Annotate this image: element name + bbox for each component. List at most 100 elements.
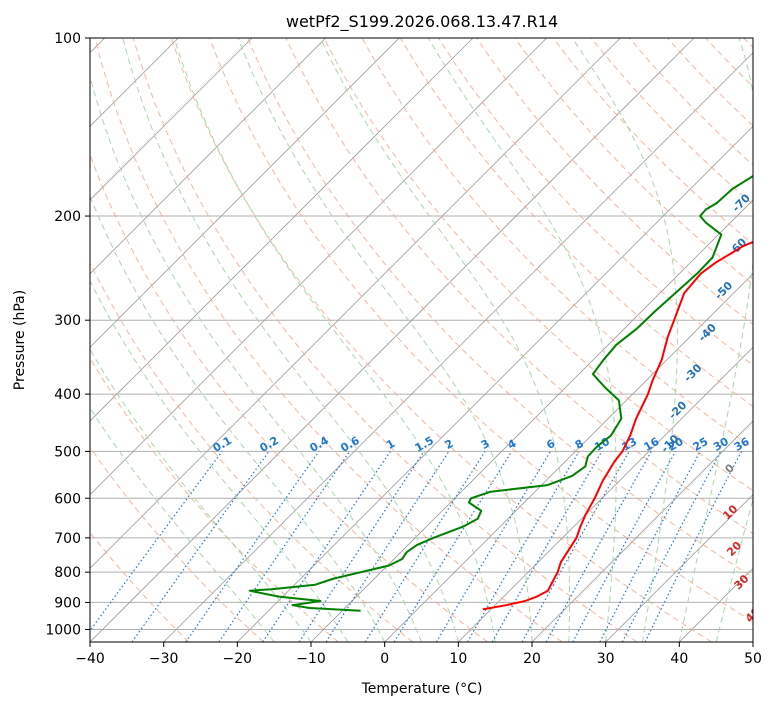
y-tick-label: 900 xyxy=(54,595,81,611)
moist-adiabat-0 xyxy=(90,194,386,642)
x-tick-label: −40 xyxy=(75,651,105,667)
dry-adiabat-30 xyxy=(132,38,638,642)
moist-adiabat-40 xyxy=(678,38,753,642)
dry-adiabat-label: -90 xyxy=(763,106,775,129)
isotherm--20 xyxy=(237,125,753,642)
dry-adiabat-40 xyxy=(170,38,712,642)
y-tick-label: 400 xyxy=(54,387,81,403)
isotherm-0 xyxy=(384,273,753,642)
x-tick-label: −20 xyxy=(223,651,253,667)
dry-adiabat-label: -80 xyxy=(748,148,771,171)
moist-adiabat-label: 10 xyxy=(720,502,740,522)
x-tick-label: −30 xyxy=(149,651,179,667)
mixing-ratio-line-3 xyxy=(364,451,486,642)
dry-adiabat-10 xyxy=(90,153,488,642)
mixing-ratio-line-25 xyxy=(599,451,701,642)
dry-adiabat-label: -30 xyxy=(681,361,704,384)
moist-adiabat--5 xyxy=(90,279,349,642)
y-tick-label: 200 xyxy=(54,209,81,225)
isotherm-50 xyxy=(752,641,753,642)
mixing-ratio-line-20 xyxy=(572,451,677,642)
dry-adiabat-190 xyxy=(743,38,753,49)
moist-adiabat-45 xyxy=(715,497,753,642)
axes: −40 −30 −20 −10 0 10 20 30 40 5010020030040050060… xyxy=(45,31,762,667)
isotherm--90 xyxy=(90,38,326,275)
mixing-ratio-line-30 xyxy=(621,451,722,642)
moist-adiabat-30 xyxy=(427,38,617,642)
mixing-ratio-line-0.1 xyxy=(90,451,223,632)
moist-adiabat--10 xyxy=(90,348,312,642)
dry-adiabat-170 xyxy=(667,38,753,127)
dry-adiabat-label: -50 xyxy=(712,279,735,302)
dry-adiabat-140 xyxy=(552,38,753,245)
moist-adiabat-25 xyxy=(319,38,570,642)
mixing-ratio-line-0.2 xyxy=(131,451,270,642)
x-tick-label: 10 xyxy=(449,651,467,667)
isotherm--80 xyxy=(90,38,400,348)
isotherm--60 xyxy=(90,38,547,496)
y-tick-label: 700 xyxy=(54,531,81,547)
mixing-ratio-line-0.6 xyxy=(218,451,351,642)
x-tick-label: 30 xyxy=(597,651,615,667)
x-tick-label: −10 xyxy=(296,651,326,667)
dry-adiabat-20 xyxy=(94,38,563,642)
dry-adiabat-label: -100 xyxy=(770,68,775,97)
mixing-ratio-line-16 xyxy=(545,451,652,642)
dewpoint-profile-line xyxy=(248,174,753,612)
y-tick-label: 300 xyxy=(54,313,81,329)
moist-adiabat-15 xyxy=(173,38,496,642)
dry-adiabat-150 xyxy=(590,38,753,206)
dry-adiabat--20 xyxy=(90,446,264,642)
chart-title: wetPf2_S199.2026.068.13.47.R14 xyxy=(286,12,558,32)
x-tick-label: 40 xyxy=(670,651,688,667)
dry-adiabat-label: -70 xyxy=(730,191,753,214)
plot-area: 0.1 0.2 0.4 0.6 1 1.5 2 3 4 6 8 10 13 16 20 25 30 36-100-… xyxy=(90,38,775,642)
dry-adiabat-label: -40 xyxy=(696,321,719,344)
moist-adiabat-label: 40 xyxy=(743,605,763,625)
moist-adiabat-label: 0 xyxy=(723,461,738,476)
x-tick-label: 50 xyxy=(744,651,762,667)
mixing-ratio-line-13 xyxy=(521,451,630,642)
isotherm-20 xyxy=(531,420,753,642)
isotherm-10 xyxy=(458,346,753,642)
dry-adiabat-130 xyxy=(514,38,753,285)
moist-adiabat--15 xyxy=(90,407,275,642)
moist-adiabat-10 xyxy=(122,38,459,642)
mixing-ratio-line-1 xyxy=(262,451,391,642)
x-tick-label: 20 xyxy=(523,651,541,667)
mixing-ratio-line-0.4 xyxy=(185,451,320,642)
isotherm--40 xyxy=(90,38,695,642)
moist-adiabat-35 xyxy=(571,38,678,642)
mixing-ratio-line-1.5 xyxy=(298,451,425,642)
mixing-ratio-line-2 xyxy=(325,451,450,642)
isotherm--30 xyxy=(163,52,753,642)
dry-adiabat-0 xyxy=(90,261,414,642)
dry-adiabat-80 xyxy=(323,38,753,492)
y-axis-label: Pressure (hPa) xyxy=(12,290,28,390)
dry-adiabat-50 xyxy=(209,38,753,623)
dry-adiabat-70 xyxy=(285,38,753,535)
y-tick-label: 800 xyxy=(54,565,81,581)
moist-adiabat-5 xyxy=(90,74,422,642)
isotherm-30 xyxy=(605,494,753,642)
dry-adiabat-120 xyxy=(476,38,753,326)
mixing-ratio-label: 3 xyxy=(479,437,492,452)
y-tick-label: 1000 xyxy=(45,622,81,638)
temperature-profile-line xyxy=(482,240,753,611)
mixing-ratio-label: 4 xyxy=(505,437,518,452)
dry-adiabat-60 xyxy=(247,38,753,578)
isotherm--50 xyxy=(90,38,621,569)
dry-adiabat--30 xyxy=(90,531,190,642)
isotherm--70 xyxy=(90,38,474,422)
mixing-ratio-line-6 xyxy=(435,451,552,642)
dry-adiabat-label: -20 xyxy=(666,398,689,421)
x-tick-label: 0 xyxy=(380,651,389,667)
mixing-ratio-line-36 xyxy=(644,451,743,642)
x-axis-label: Temperature (°C) xyxy=(361,681,483,697)
plot-frame xyxy=(89,37,754,643)
y-tick-label: 500 xyxy=(54,444,81,460)
isotherm--100 xyxy=(90,38,253,201)
mixing-ratio-label: 1 xyxy=(384,437,397,452)
y-tick-label: 100 xyxy=(54,31,81,47)
